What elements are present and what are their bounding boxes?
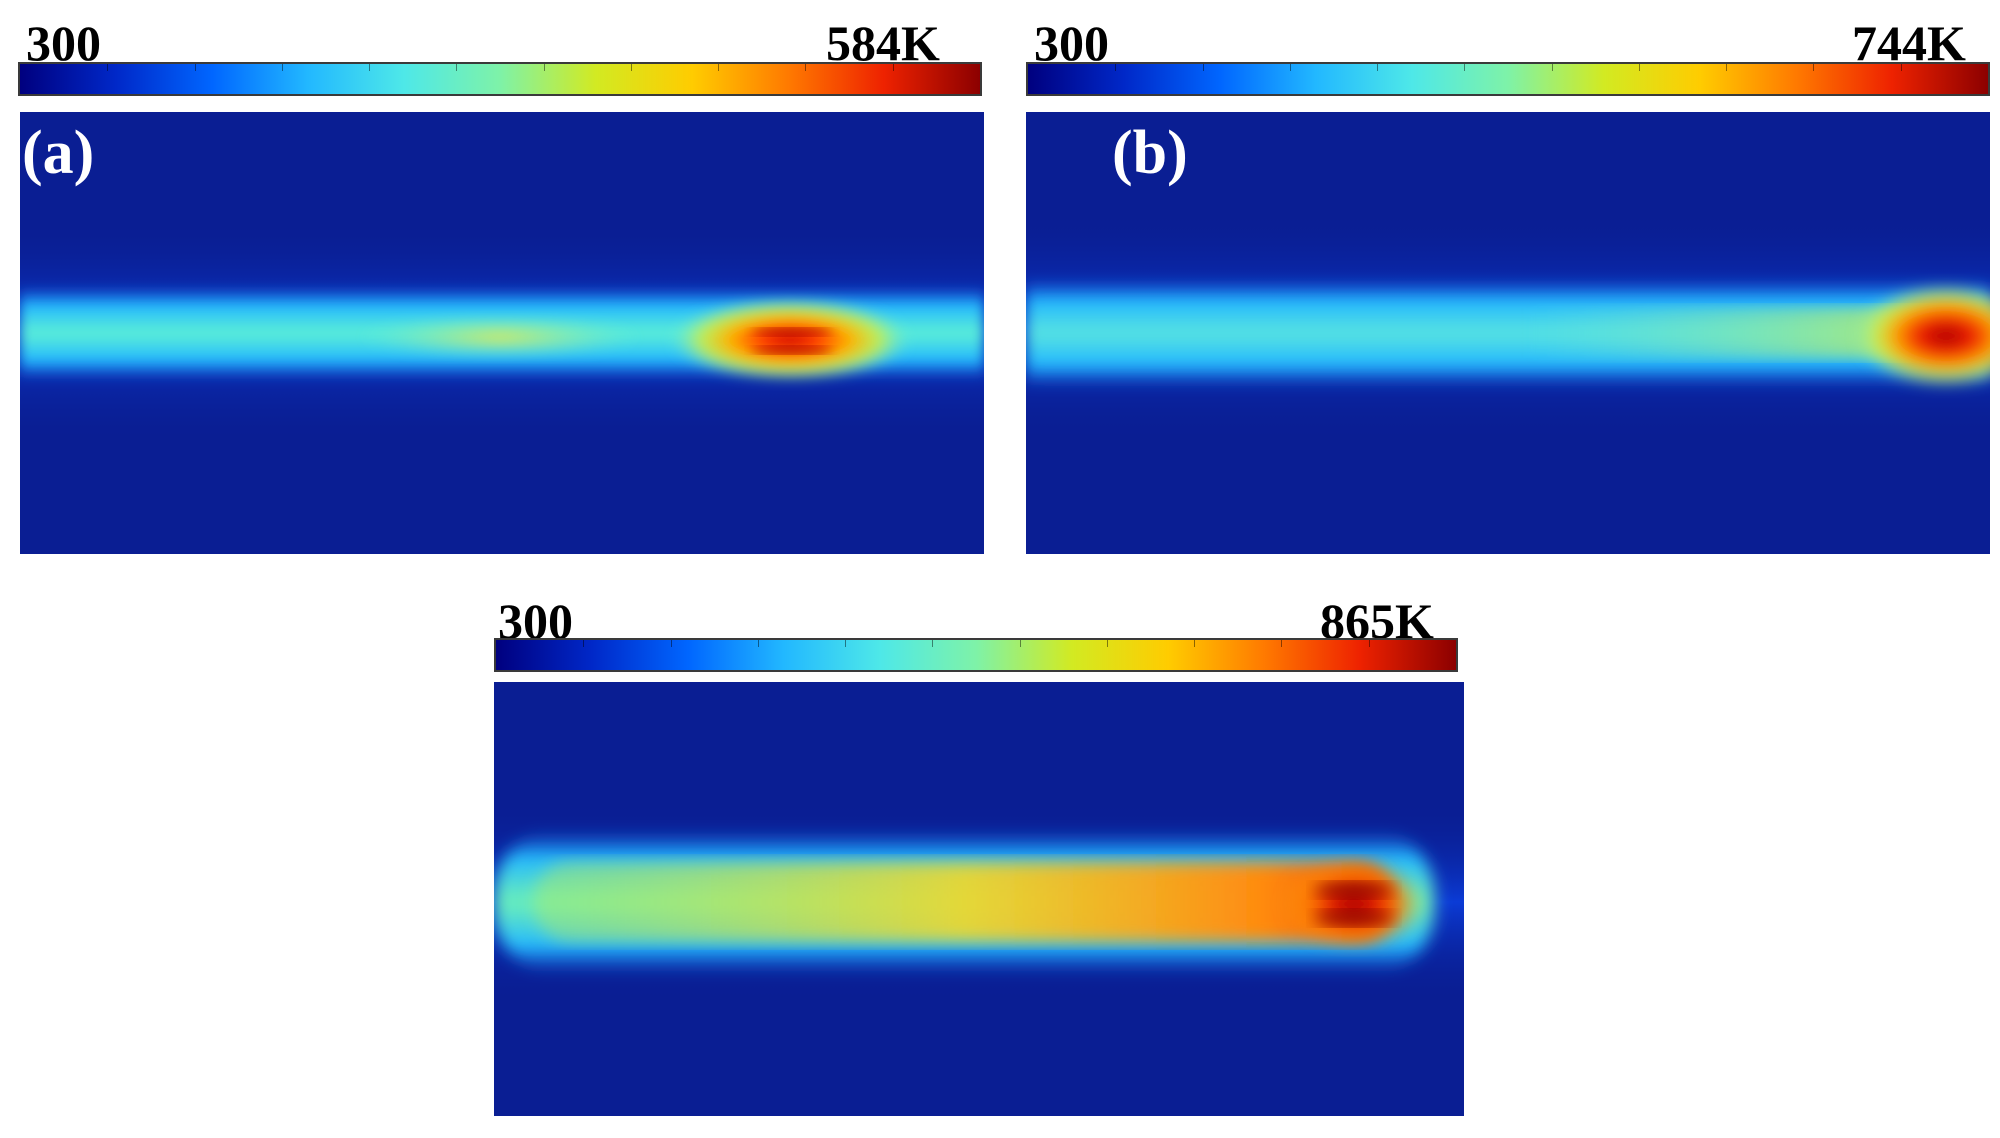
colorbar-tick [1368, 640, 1370, 647]
colorbar [18, 62, 982, 96]
colorbar-tick [670, 640, 672, 647]
colorbar-tick [1281, 640, 1283, 647]
heatmap-graphic [1026, 212, 1990, 442]
colorbar-tick [845, 640, 847, 647]
colorbar-min-label: 300 [498, 593, 573, 649]
hot-core-lower [1314, 910, 1394, 926]
warm-region [534, 862, 1394, 942]
colorbar-tick [757, 640, 759, 647]
colorbar-min-label: 300 [1034, 15, 1109, 71]
hot-core-upper [752, 328, 832, 336]
colorbar-tick [1464, 64, 1466, 71]
colorbar-tick [805, 64, 807, 71]
colorbar-tick [630, 64, 632, 71]
heatmap-graphic [20, 222, 984, 442]
hot-spot [1284, 860, 1424, 948]
hot-spot [670, 298, 910, 382]
colorbar-tick [1289, 64, 1291, 71]
colorbar-gradient [496, 640, 1456, 670]
colorbar-gradient [1028, 64, 1988, 94]
colorbar-tick [1377, 64, 1379, 71]
colorbar-tick [1115, 64, 1117, 71]
colorbar-tick [1202, 64, 1204, 71]
panel-label: (b) [1112, 119, 1188, 187]
colorbar-tick [718, 64, 720, 71]
colorbar [1026, 62, 1990, 96]
panel-label: (a) [22, 119, 95, 187]
colorbar-tick [1551, 64, 1553, 71]
colorbar-tick [1019, 640, 1021, 647]
colorbar-gradient [20, 64, 980, 94]
colorbar-max-label: 744K [1852, 15, 1966, 71]
hot-spot [1856, 284, 1990, 388]
colorbar-tick [1726, 64, 1728, 71]
colorbar-tick [892, 64, 894, 71]
colorbar-tick [107, 64, 109, 71]
colorbar-tick [281, 64, 283, 71]
colorbar [494, 638, 1458, 672]
temperature-heatmap: (a) [20, 112, 984, 554]
colorbar-tick [194, 64, 196, 71]
colorbar-min-label: 300 [26, 15, 101, 71]
colorbar-tick [1813, 64, 1815, 71]
colorbar-tick [1194, 640, 1196, 647]
colorbar-tick [1638, 64, 1640, 71]
colorbar-max-label: 865K [1320, 593, 1434, 649]
colorbar-tick [369, 64, 371, 71]
hot-core-upper [1314, 882, 1394, 898]
colorbar-tick [1106, 640, 1108, 647]
temperature-heatmap [494, 682, 1464, 1116]
colorbar-tick [543, 64, 545, 71]
colorbar-tick [583, 640, 585, 647]
colorbar-tick [456, 64, 458, 71]
colorbar-tick [932, 640, 934, 647]
colorbar-tick [1900, 64, 1902, 71]
heatmap-graphic [494, 802, 1464, 1002]
hot-core-lower [752, 346, 832, 354]
temperature-heatmap: (b) [1026, 112, 1990, 554]
warm-region [360, 315, 640, 359]
colorbar-max-label: 584K [826, 15, 940, 71]
